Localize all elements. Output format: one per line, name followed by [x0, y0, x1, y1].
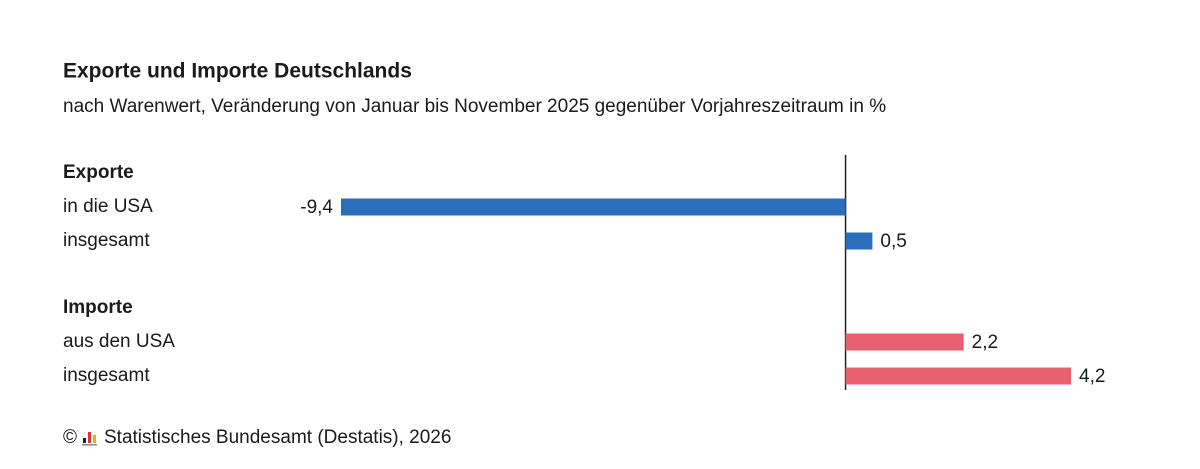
value-label: 2,2	[972, 332, 998, 353]
category-label: in die USA	[63, 196, 153, 217]
copyright: ©	[63, 427, 77, 448]
value-label: -9,4	[300, 197, 333, 218]
category-label: insgesamt	[63, 230, 150, 251]
logo	[82, 432, 97, 446]
category-label: aus den USA	[63, 331, 175, 352]
source: Statistisches Bundesamt (Destatis), 2026	[104, 427, 451, 448]
value-label: 4,2	[1079, 366, 1105, 387]
value-label: 0,5	[880, 231, 906, 252]
group-label: Exporte	[63, 162, 134, 183]
bar	[845, 367, 1071, 385]
bar	[845, 232, 873, 250]
category-label: insgesamt	[63, 365, 150, 386]
bar	[341, 198, 846, 216]
bar	[845, 333, 964, 351]
chart-title: Exporte und Importe Deutschlands	[63, 60, 412, 83]
group-label: Importe	[63, 297, 133, 318]
chart-subtitle: nach Warenwert, Veränderung von Januar b…	[63, 96, 886, 117]
